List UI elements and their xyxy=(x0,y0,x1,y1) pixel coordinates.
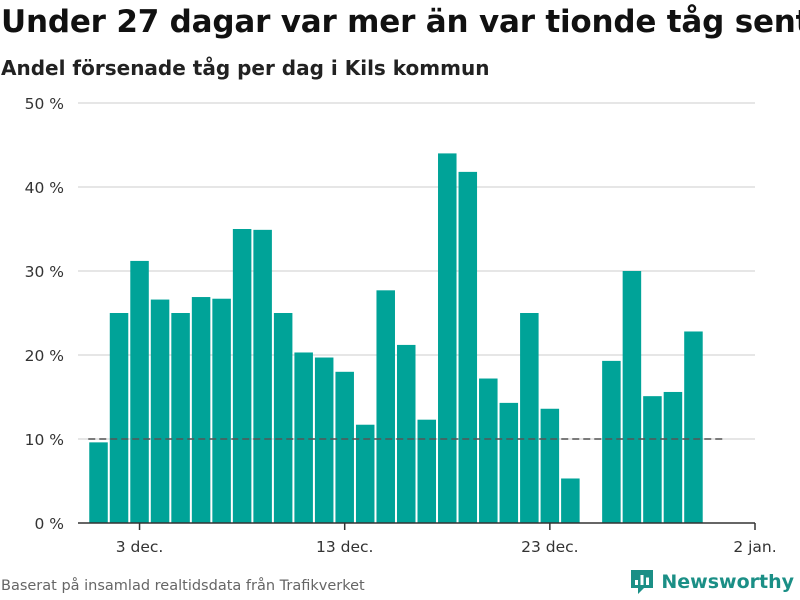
bar xyxy=(622,271,642,523)
newsworthy-logo-icon xyxy=(631,570,654,594)
bar xyxy=(171,313,190,523)
bar xyxy=(191,297,211,523)
bar xyxy=(355,424,375,523)
bar xyxy=(438,153,457,523)
bars xyxy=(89,153,703,523)
y-tick-label: 20 % xyxy=(25,347,64,365)
bar xyxy=(314,357,334,523)
bar xyxy=(417,419,437,523)
bar xyxy=(232,229,252,523)
x-tick-label: 23 dec. xyxy=(521,538,578,556)
bar xyxy=(335,371,354,523)
bar xyxy=(130,260,149,523)
bar xyxy=(561,478,580,523)
bar xyxy=(212,298,231,523)
x-axis: 3 dec. 13 dec. 23 dec. 2 jan. xyxy=(78,522,777,556)
x-tick-label: 2 jan. xyxy=(733,538,776,556)
y-tick-label: 40 % xyxy=(25,179,64,197)
chart-subtitle: Andel försenade tåg per dag i Kils kommu… xyxy=(1,56,490,80)
bar xyxy=(479,378,498,523)
y-tick-label: 10 % xyxy=(25,431,64,449)
y-tick-label: 30 % xyxy=(25,263,64,281)
bar xyxy=(520,313,539,523)
x-tick-label: 13 dec. xyxy=(316,538,373,556)
y-tick-label: 0 % xyxy=(34,515,64,533)
brand-name: Newsworthy xyxy=(661,571,794,593)
bar xyxy=(458,171,478,523)
bar xyxy=(663,391,683,523)
source-note: Baserat på insamlad realtidsdata från Tr… xyxy=(1,578,365,594)
bar xyxy=(540,408,560,523)
bar xyxy=(643,396,662,523)
bar xyxy=(109,313,129,523)
bar xyxy=(89,442,108,523)
bar xyxy=(273,313,293,523)
bar xyxy=(499,402,519,523)
bar xyxy=(150,299,170,523)
bar xyxy=(396,344,416,523)
newsworthy-logo: Newsworthy xyxy=(629,568,794,596)
y-axis-tick-labels: 0 % 10 % 20 % 30 % 40 % 50 % xyxy=(25,95,64,533)
bar xyxy=(602,360,621,523)
y-tick-label: 50 % xyxy=(25,95,64,113)
x-tick-label: 3 dec. xyxy=(116,538,164,556)
bar xyxy=(294,352,313,523)
bar xyxy=(253,229,272,523)
bar xyxy=(684,331,703,523)
chart-title: Under 27 dagar var mer än var tionde tåg… xyxy=(1,4,800,40)
bar xyxy=(376,290,395,523)
